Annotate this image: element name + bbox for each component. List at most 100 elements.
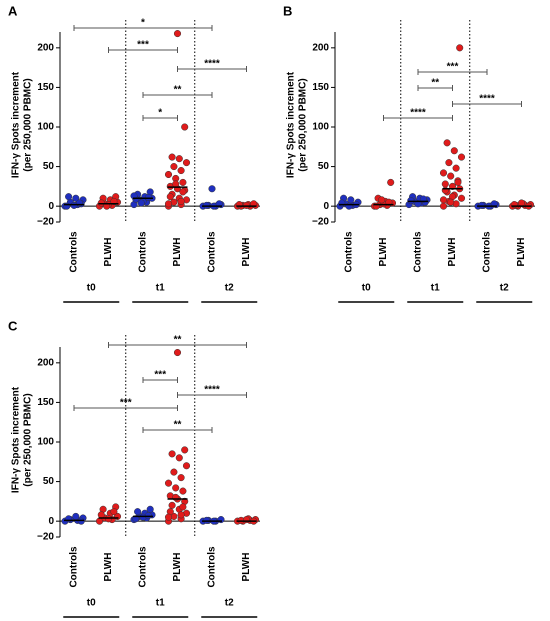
data-point [146, 505, 154, 513]
x-tick-label: Controls [138, 231, 149, 273]
x-tick-label: PLWH [378, 238, 389, 267]
x-tick-label: PLWH [241, 238, 252, 267]
data-point [378, 196, 386, 204]
data-point [179, 178, 187, 186]
significance-bracket: *** [142, 370, 178, 383]
x-tick-label: PLWH [516, 238, 527, 267]
significance-label: *** [154, 370, 166, 381]
data-point [144, 512, 152, 520]
data-point [77, 517, 85, 525]
data-point [439, 169, 448, 177]
data-point [164, 479, 173, 487]
y-tick-label: −20 [312, 217, 329, 228]
significance-label: **** [204, 385, 220, 396]
significance-label: ** [174, 420, 182, 431]
x-tick-label: PLWH [172, 553, 183, 582]
significance-bracket: ** [142, 420, 213, 433]
data-point [164, 170, 173, 179]
data-point [443, 139, 451, 147]
y-tick-label: 0 [48, 516, 54, 527]
significance-bracket: * [142, 108, 178, 121]
significance-bracket: * [73, 18, 213, 31]
panel: A IFN-γ Spots increment (per 250,000 PBMC)… [8, 3, 260, 303]
x-tick-label: Controls [413, 231, 424, 273]
x-tick-label: PLWH [103, 553, 114, 582]
data-point [452, 164, 460, 172]
significance-label: **** [410, 108, 426, 119]
timepoint-label: t1 [431, 283, 440, 294]
data-point [168, 153, 176, 161]
significance-bracket: **** [177, 385, 247, 398]
data-point [182, 462, 191, 470]
x-tick-label: PLWH [447, 238, 458, 267]
significance-bracket: ** [142, 85, 213, 98]
data-point [177, 511, 185, 519]
y-axis-label: (per 250,000 PBMC) [298, 78, 309, 171]
y-tick-label: 100 [37, 437, 54, 448]
y-tick-label: 150 [37, 397, 54, 408]
data-point [181, 446, 189, 454]
x-tick-label: Controls [69, 546, 80, 588]
data-point [134, 508, 142, 516]
significance-bracket: *** [417, 62, 488, 75]
x-tick-label: PLWH [241, 553, 252, 582]
data-point [179, 188, 187, 196]
data-point [172, 484, 180, 492]
data-point [450, 147, 458, 155]
y-tick-label: 150 [312, 82, 329, 93]
y-tick-label: 200 [37, 42, 54, 53]
data-point [447, 172, 455, 180]
data-point [182, 159, 191, 167]
y-axis-label: (per 250,000 PBMC) [23, 393, 34, 486]
data-point [166, 193, 174, 201]
timepoint-label: t2 [225, 283, 234, 294]
y-axis-label: IFN-γ Spots increment [11, 386, 22, 493]
y-axis-label: IFN-γ Spots increment [11, 71, 22, 178]
timepoint-label: t0 [87, 283, 96, 294]
panel: B IFN-γ Spots increment (per 250,000 PBMC)… [283, 3, 535, 303]
data-point [164, 200, 173, 208]
data-point [177, 197, 185, 205]
y-tick-label: 200 [37, 357, 54, 368]
data-point [456, 44, 464, 52]
data-point [177, 474, 185, 482]
data-point [181, 123, 189, 131]
significance-bracket: *** [108, 40, 178, 53]
data-point [439, 202, 448, 210]
data-point [97, 199, 105, 207]
x-tick-label: Controls [344, 231, 355, 273]
data-point [517, 199, 526, 207]
significance-label: * [141, 18, 145, 29]
data-point [203, 516, 211, 524]
y-tick-label: 100 [312, 122, 329, 133]
data-point [457, 153, 466, 161]
significance-label: **** [204, 59, 220, 70]
data-point [478, 201, 486, 209]
data-point [170, 468, 178, 476]
data-point [445, 159, 453, 167]
data-point [179, 503, 187, 511]
data-point [172, 180, 180, 188]
data-point [173, 348, 182, 357]
data-point [203, 201, 211, 209]
data-point [447, 198, 455, 206]
x-tick-label: PLWH [103, 238, 114, 267]
x-tick-label: Controls [69, 231, 80, 273]
data-point [457, 194, 466, 202]
timepoint-label: t1 [156, 283, 165, 294]
significance-label: * [158, 108, 162, 119]
timepoint-label: t2 [500, 283, 509, 294]
data-point [173, 30, 182, 38]
timepoint-label: t0 [362, 283, 371, 294]
y-tick-label: 200 [312, 42, 329, 53]
timepoint-label: t2 [225, 598, 234, 609]
x-tick-label: Controls [138, 546, 149, 588]
y-tick-label: 0 [323, 201, 329, 212]
data-point [144, 193, 152, 202]
y-axis-label: IFN-γ Spots increment [286, 71, 297, 178]
y-axis-label: (per 250,000 PBMC) [23, 78, 34, 171]
data-point [164, 513, 173, 521]
data-point [110, 508, 118, 516]
x-tick-label: Controls [482, 231, 493, 273]
